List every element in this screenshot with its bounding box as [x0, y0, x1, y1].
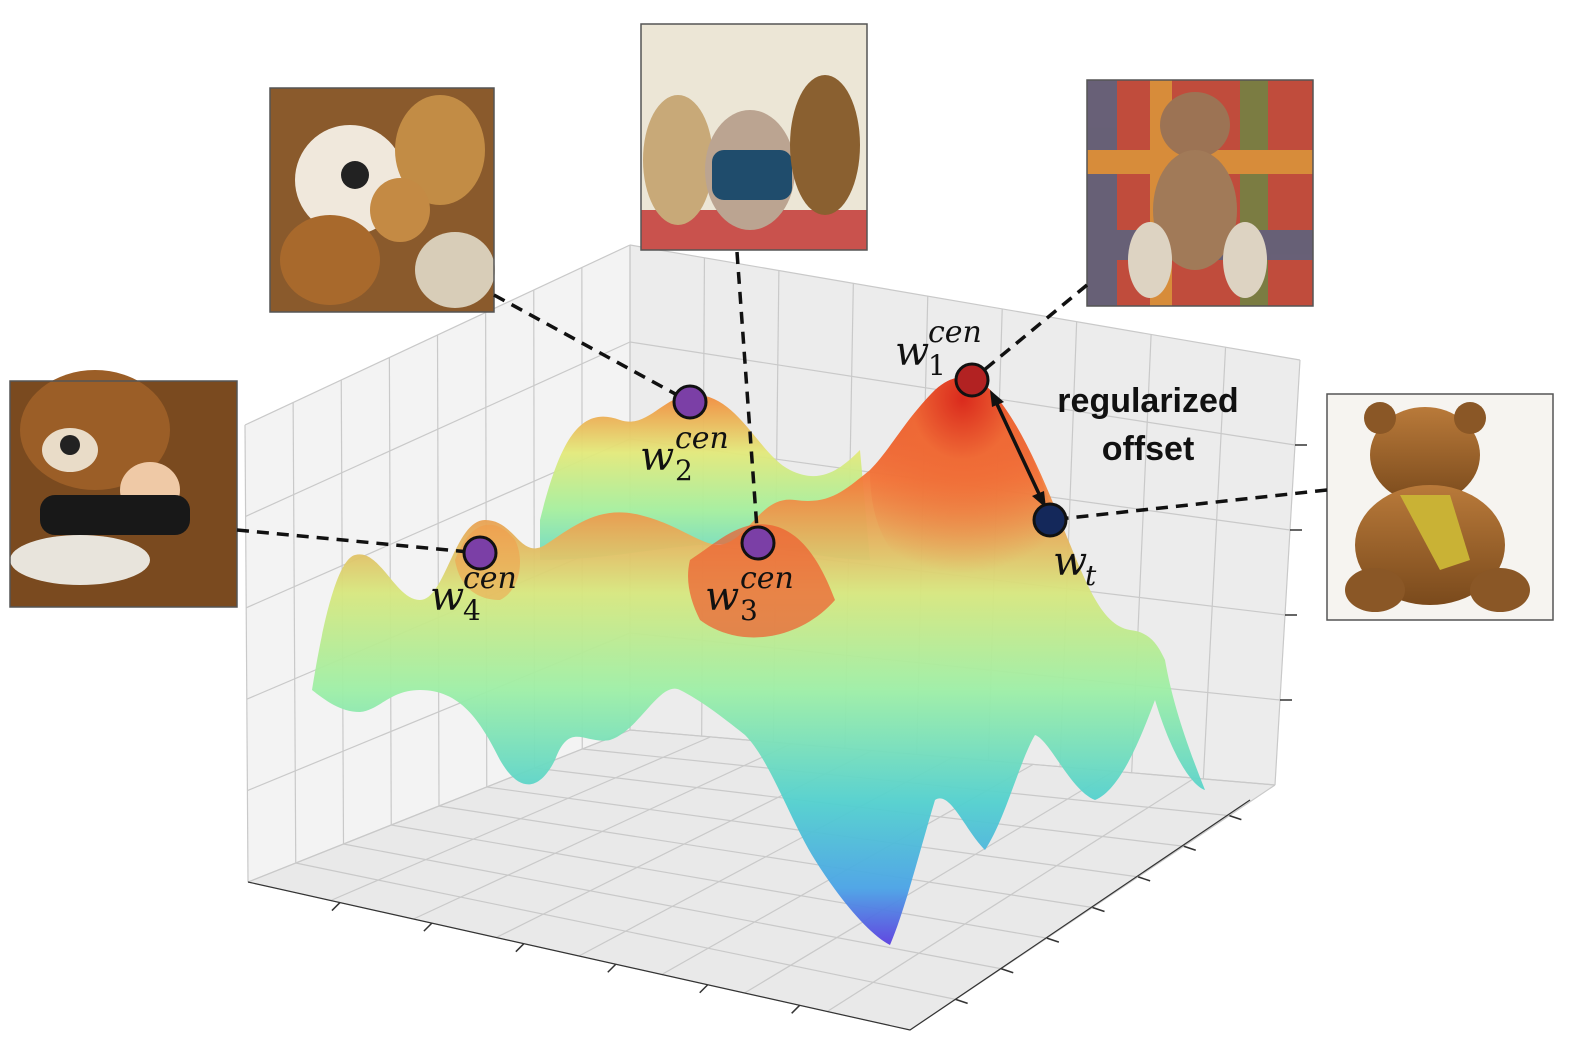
axis-edge — [247, 799, 1251, 1031]
label-wt: w t — [1053, 539, 1097, 592]
teddy-bear-on-plaid-photo-icon — [1160, 92, 1230, 158]
grid-line — [436, 334, 440, 807]
grid-line — [629, 244, 1301, 361]
leader-line-w3 — [735, 251, 760, 544]
leader-line-w1 — [970, 283, 1089, 382]
axis-tick — [607, 963, 617, 973]
floor-pane — [248, 730, 1275, 1030]
axis-tick — [1001, 968, 1014, 974]
grid-line — [1274, 359, 1301, 786]
grid-line — [244, 244, 631, 426]
label-w4-base: w — [430, 574, 464, 620]
axis-ticks — [331, 444, 1307, 1014]
loss-surface — [312, 377, 1205, 945]
axis-tick — [1092, 906, 1105, 913]
label-w2-sup: cen — [675, 421, 729, 456]
leader-line-wt — [1049, 488, 1328, 522]
label-w3-sub: 3 — [740, 594, 758, 627]
grid-line — [343, 843, 1002, 970]
label-w1: w 1 cen — [895, 315, 982, 382]
cluster-points — [462, 362, 1068, 571]
point-wt — [1032, 502, 1068, 538]
grid-line — [244, 424, 249, 883]
label-wt-sub: t — [1085, 559, 1097, 592]
label-w1-sup: cen — [928, 315, 982, 350]
label-w3-sup: cen — [740, 561, 794, 596]
axis-tick — [331, 902, 341, 912]
brown-teddy-bear-photo-icon — [1370, 407, 1480, 503]
axis-tick — [791, 1004, 801, 1014]
label-w1-sub: 1 — [928, 349, 946, 382]
annotation-regularized: regularized — [1057, 382, 1238, 420]
label-w4: w 4 cen — [430, 561, 517, 627]
point-w3-cen — [740, 525, 776, 561]
offset-arrow — [990, 390, 1046, 508]
image-plaid-teddy — [1086, 79, 1314, 307]
label-w3: w 3 cen — [705, 561, 794, 627]
axis-tick — [1229, 814, 1242, 821]
label-w2: w 2 cen — [640, 421, 729, 487]
grid-line — [391, 824, 1047, 939]
leader-lines — [236, 251, 1328, 555]
label-w3-base: w — [705, 574, 739, 620]
grid-line — [1202, 347, 1227, 779]
axis-tick — [699, 984, 709, 994]
label-w4-sub: 4 — [463, 594, 481, 627]
axis-tick — [515, 943, 525, 953]
label-w4-sup: cen — [463, 561, 517, 596]
three-teddy-bears-photo-icon — [643, 95, 713, 225]
point-w2-cen — [672, 384, 708, 420]
image-teddy-pile — [269, 87, 495, 313]
label-wt-base: w — [1053, 539, 1087, 585]
point-w1-cen — [954, 362, 990, 398]
label-w1-base: w — [895, 329, 929, 375]
leader-line-w4 — [236, 528, 481, 555]
label-w2-base: w — [640, 434, 674, 480]
grid-line — [245, 341, 631, 517]
axis-tick — [1137, 876, 1151, 882]
point-w4-cen — [462, 535, 498, 571]
image-child-teddy — [9, 370, 238, 608]
image-three-teddies — [640, 23, 868, 251]
leader-line-w2 — [493, 293, 691, 404]
axis-tick — [955, 998, 968, 1005]
image-brown-teddy — [1326, 393, 1554, 621]
annotation-offset: offset — [1102, 430, 1195, 468]
axis-tick — [1183, 845, 1196, 851]
point-labels: w 1 cen w 2 cen w 3 cen w 4 cen w t regu… — [430, 315, 1239, 627]
label-w2-sub: 2 — [675, 454, 693, 487]
axis-tick — [1046, 937, 1060, 943]
grid-line — [295, 862, 956, 1000]
surface-peak-3 — [688, 524, 835, 638]
grid-line — [292, 402, 297, 864]
grid-line — [438, 805, 1093, 909]
axis-tick — [423, 922, 433, 932]
